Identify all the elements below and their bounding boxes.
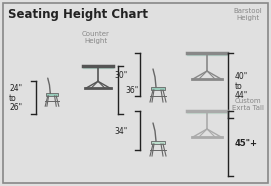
Text: 45"+: 45"+	[235, 140, 258, 148]
Text: Seating Height Chart: Seating Height Chart	[8, 8, 148, 21]
FancyBboxPatch shape	[151, 87, 165, 90]
Text: 40"
to
44": 40" to 44"	[235, 72, 248, 100]
Text: 34": 34"	[115, 126, 128, 135]
Text: Custom
Exrta Tall: Custom Exrta Tall	[232, 98, 264, 111]
FancyBboxPatch shape	[151, 141, 165, 144]
Text: Counter
Height: Counter Height	[82, 31, 110, 44]
Text: 24"
to
26": 24" to 26"	[9, 84, 22, 112]
Text: 36": 36"	[125, 86, 138, 94]
Text: 30": 30"	[115, 70, 128, 79]
FancyBboxPatch shape	[46, 93, 58, 96]
FancyBboxPatch shape	[3, 3, 268, 183]
Text: Barstool
Height: Barstool Height	[234, 8, 262, 21]
